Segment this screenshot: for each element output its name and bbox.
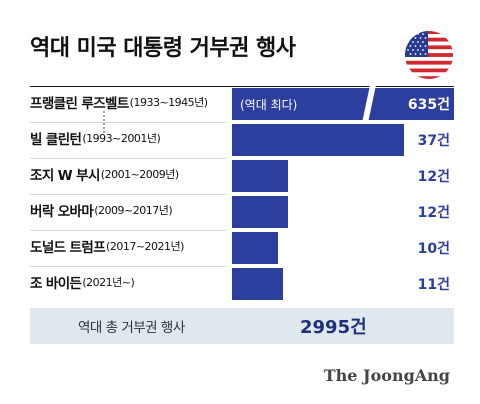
data-label: 10건 (417, 241, 450, 257)
category-years: (1933~1945년) (129, 96, 208, 109)
source-credit: The JoongAng (323, 366, 450, 385)
bar (232, 124, 404, 156)
category-name: 프랭클린 루즈벨트 (30, 96, 129, 112)
data-label: 635건 (407, 97, 450, 113)
category-label: 도널드 트럼프 (2017~2021년) (30, 228, 230, 264)
data-label: 12건 (417, 169, 450, 185)
us-flag-icon (405, 31, 453, 79)
category-label: 버락 오바마 (2009~2017년) (30, 192, 230, 228)
category-label: 빌 클린턴 (1993~2001년) (30, 120, 230, 156)
dotted-separator (103, 110, 105, 134)
total-value: 2995건 (300, 317, 367, 338)
row-separator (30, 194, 226, 195)
category-years: (2021년~) (82, 276, 135, 289)
chart-title: 역대 미국 대통령 거부권 행사 (30, 36, 296, 61)
row-separator (30, 266, 226, 267)
category-label: 조지 W 부시 (2001~2009년) (30, 156, 230, 192)
total-label: 역대 총 거부권 행사 (78, 320, 185, 336)
bar (232, 160, 288, 192)
max-note: (역대 최다) (240, 97, 298, 112)
title-rule (30, 86, 454, 87)
total-box (30, 308, 454, 344)
category-years: (2001~2009년) (100, 168, 179, 181)
category-years: (2017~2021년) (106, 240, 184, 253)
category-years: (2009~2017년) (94, 204, 173, 217)
bar (232, 196, 288, 228)
bar (232, 268, 284, 300)
row-separator (30, 122, 226, 123)
category-name: 빌 클린턴 (30, 132, 82, 148)
category-name: 버락 오바마 (30, 204, 94, 220)
data-label: 11건 (417, 277, 450, 293)
category-label: 조 바이든 (2021년~) (30, 264, 230, 300)
category-name: 도널드 트럼프 (30, 240, 106, 256)
row-separator (30, 230, 226, 231)
category-years: (1993~2001년) (82, 132, 161, 145)
bar (232, 88, 454, 120)
category-name: 조 바이든 (30, 276, 82, 292)
bar (232, 232, 279, 264)
data-label: 12건 (417, 205, 450, 221)
category-label: 프랭클린 루즈벨트 (1933~1945년) (30, 84, 230, 120)
category-name: 조지 W 부시 (30, 168, 100, 184)
row-separator (30, 158, 226, 159)
data-label: 37건 (417, 133, 450, 149)
